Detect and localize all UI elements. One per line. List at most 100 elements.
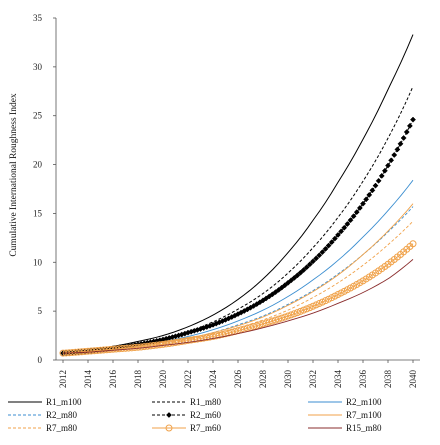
point-r2-m60 [366, 191, 373, 198]
y-tick-label: 35 [33, 13, 43, 23]
legend: R1_m100 R1_m80 R2_m100 R2_m80 R2_m60 R7_m100 R… [8, 397, 382, 433]
point-r7-m60 [275, 315, 283, 323]
point-r7-m60 [265, 318, 273, 326]
legend-label: R7_m80 [46, 423, 78, 433]
point-r2-m60 [316, 252, 323, 259]
legend-marker [166, 412, 172, 418]
series-line-r15-m80 [62, 259, 414, 354]
x-tick-label: 2032 [308, 370, 318, 388]
legend-item-r1-m80: R1_m80 [152, 397, 222, 407]
legend-label: R2_m60 [190, 410, 222, 420]
point-r2-m60 [291, 274, 298, 281]
legend-label: R1_m80 [190, 397, 222, 407]
point-r2-m60 [303, 264, 310, 271]
legend-item-r7-m100: R7_m100 [308, 410, 382, 420]
series-r15-m80 [62, 259, 414, 354]
point-r2-m60 [281, 282, 288, 289]
y-axis: 0 5 10 15 20 25 30 35 [33, 13, 56, 365]
series-layer [59, 34, 417, 357]
legend-label: R7_m100 [346, 410, 382, 420]
point-r7-m60 [268, 317, 276, 325]
point-r2-m60 [356, 205, 363, 211]
point-r7-m60 [287, 311, 295, 319]
point-r7-m60 [272, 316, 279, 324]
point-r2-m60 [391, 152, 398, 158]
x-tick-label: 2026 [233, 370, 243, 389]
point-r2-m60 [353, 209, 360, 216]
point-r7-m60 [293, 309, 301, 317]
series-line-r1-m80 [62, 86, 414, 354]
series-r7-m60 [59, 240, 417, 357]
point-r2-m60 [328, 239, 335, 246]
point-r2-m60 [288, 277, 295, 284]
legend-item-r2-m80: R2_m80 [8, 410, 78, 420]
point-r7-m60 [297, 307, 304, 315]
point-r2-m60 [381, 167, 388, 174]
y-tick-label: 0 [38, 355, 43, 365]
point-r7-m60 [256, 321, 264, 329]
y-axis-title: Cumulative International Roughness Index [9, 93, 19, 257]
point-r2-m60 [344, 221, 351, 227]
point-r2-m60 [313, 255, 320, 262]
point-r7-m60 [225, 329, 233, 337]
point-r7-m60 [284, 312, 292, 320]
x-tick-label: 2038 [383, 370, 393, 389]
x-tick-label: 2036 [358, 370, 368, 389]
point-r7-m60 [218, 331, 226, 339]
point-r2-m60 [306, 261, 313, 268]
legend-item-r1-m100: R1_m100 [8, 397, 82, 407]
point-r2-m60 [394, 146, 401, 153]
point-r7-m60 [309, 302, 317, 310]
x-tick-label: 2020 [158, 370, 168, 389]
x-tick-label: 2016 [108, 370, 118, 389]
point-r7-m60 [306, 304, 314, 312]
point-r2-m60 [388, 157, 395, 164]
point-r2-m60 [331, 235, 338, 242]
series-r2-m60 [60, 116, 416, 357]
point-r7-m60 [209, 333, 217, 341]
point-r7-m60 [222, 330, 229, 338]
point-r2-m60 [369, 187, 376, 194]
x-tick-label: 2028 [258, 370, 268, 389]
x-tick-label: 2012 [58, 370, 68, 388]
point-r2-m60 [310, 258, 316, 265]
point-r2-m60 [300, 267, 307, 273]
y-tick-label: 15 [33, 208, 43, 218]
series-line-r2-m60 [62, 119, 414, 354]
point-r7-m60 [278, 314, 286, 322]
y-tick-label: 5 [38, 306, 43, 316]
point-r2-m60 [360, 200, 366, 207]
point-r2-m60 [297, 269, 304, 276]
point-r7-m60 [303, 305, 311, 313]
point-r7-m60 [281, 313, 289, 321]
series-r1-m100 [62, 34, 414, 354]
point-r2-m60 [410, 116, 416, 123]
point-r7-m60 [215, 331, 223, 339]
point-r2-m60 [397, 140, 404, 147]
x-tick-label: 2040 [408, 370, 418, 389]
point-r2-m60 [378, 172, 385, 179]
point-r7-m60 [409, 240, 417, 248]
point-r7-m60 [290, 310, 298, 318]
point-r7-m60 [312, 301, 320, 309]
point-r7-m60 [259, 320, 267, 328]
point-r2-m60 [341, 224, 348, 231]
legend-item-r2-m100: R2_m100 [308, 397, 382, 407]
point-r7-m60 [250, 323, 258, 331]
point-r2-m60 [319, 249, 326, 256]
legend-item-r2-m60: R2_m60 [152, 410, 222, 420]
point-r2-m60 [322, 245, 329, 252]
x-tick-label: 2024 [208, 370, 218, 389]
point-r2-m60 [406, 122, 413, 129]
legend-label: R15_m80 [346, 423, 382, 433]
point-r2-m60 [347, 217, 354, 224]
y-tick-label: 25 [33, 111, 43, 121]
legend-marker [165, 424, 173, 432]
legend-label: R1_m100 [46, 397, 82, 407]
point-r2-m60 [335, 231, 341, 238]
legend-label: R7_m60 [190, 423, 222, 433]
point-r2-m60 [372, 182, 379, 189]
series-r1-m80 [62, 86, 414, 354]
x-tick-label: 2030 [283, 370, 293, 389]
